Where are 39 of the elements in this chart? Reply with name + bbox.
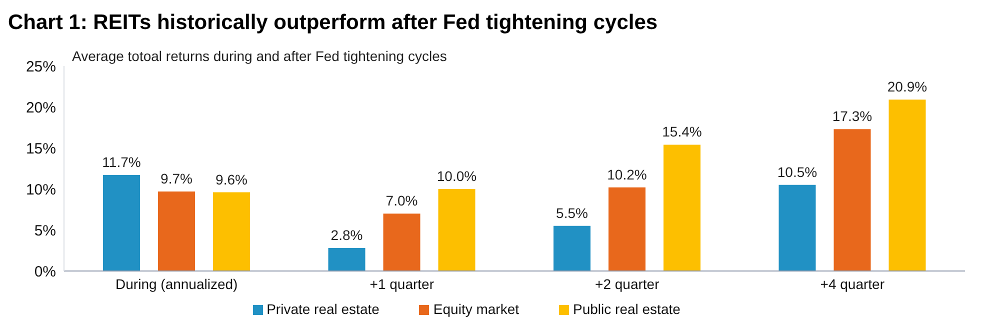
- legend-label: Private real estate: [266, 301, 380, 317]
- chart-title: Chart 1: REITs historically outperform after Fed tightening cycles: [8, 10, 659, 36]
- data-label: 2.8%: [330, 227, 363, 244]
- bar: [888, 100, 926, 271]
- data-label: 7.0%: [386, 192, 418, 209]
- y-tick-label: 0%: [34, 263, 56, 280]
- bar: [158, 191, 195, 271]
- bar: [328, 248, 366, 271]
- data-label: 15.4%: [662, 124, 702, 140]
- bar: [778, 184, 816, 271]
- data-label: 17.3%: [832, 108, 872, 124]
- bar: [608, 187, 646, 271]
- x-tick-label: +1 quarter: [370, 276, 434, 292]
- bar: [438, 189, 476, 271]
- data-label: 9.7%: [160, 170, 192, 186]
- bar: [834, 129, 871, 271]
- bar: [103, 175, 140, 271]
- chart-subtitle: Average totoal returns during and after Fed tightening cycles: [72, 48, 447, 64]
- legend-label: Equity market: [433, 301, 520, 317]
- data-label: 10.2%: [607, 166, 647, 182]
- x-tick-label: +2 quarter: [595, 276, 660, 292]
- x-tick-label: +4 quarter: [820, 276, 885, 292]
- bar: [213, 192, 250, 271]
- data-label: 20.9%: [887, 78, 928, 95]
- data-label: 10.0%: [436, 168, 477, 184]
- bar: [664, 144, 700, 271]
- legend-label: Public real estate: [573, 301, 680, 317]
- data-label: 10.5%: [777, 164, 818, 180]
- data-label: 11.7%: [102, 154, 141, 170]
- bar: [554, 226, 590, 271]
- bar: [383, 214, 420, 271]
- y-tick-label: 10%: [26, 181, 56, 198]
- x-tick-label: During (annualized): [116, 276, 238, 292]
- data-label: 5.5%: [556, 204, 588, 221]
- data-label: 9.6%: [216, 171, 248, 188]
- y-tick-label: 20%: [26, 99, 56, 116]
- y-tick-label: 25%: [26, 58, 56, 76]
- y-tick-label: 15%: [26, 140, 56, 158]
- y-tick-label: 5%: [34, 222, 56, 240]
